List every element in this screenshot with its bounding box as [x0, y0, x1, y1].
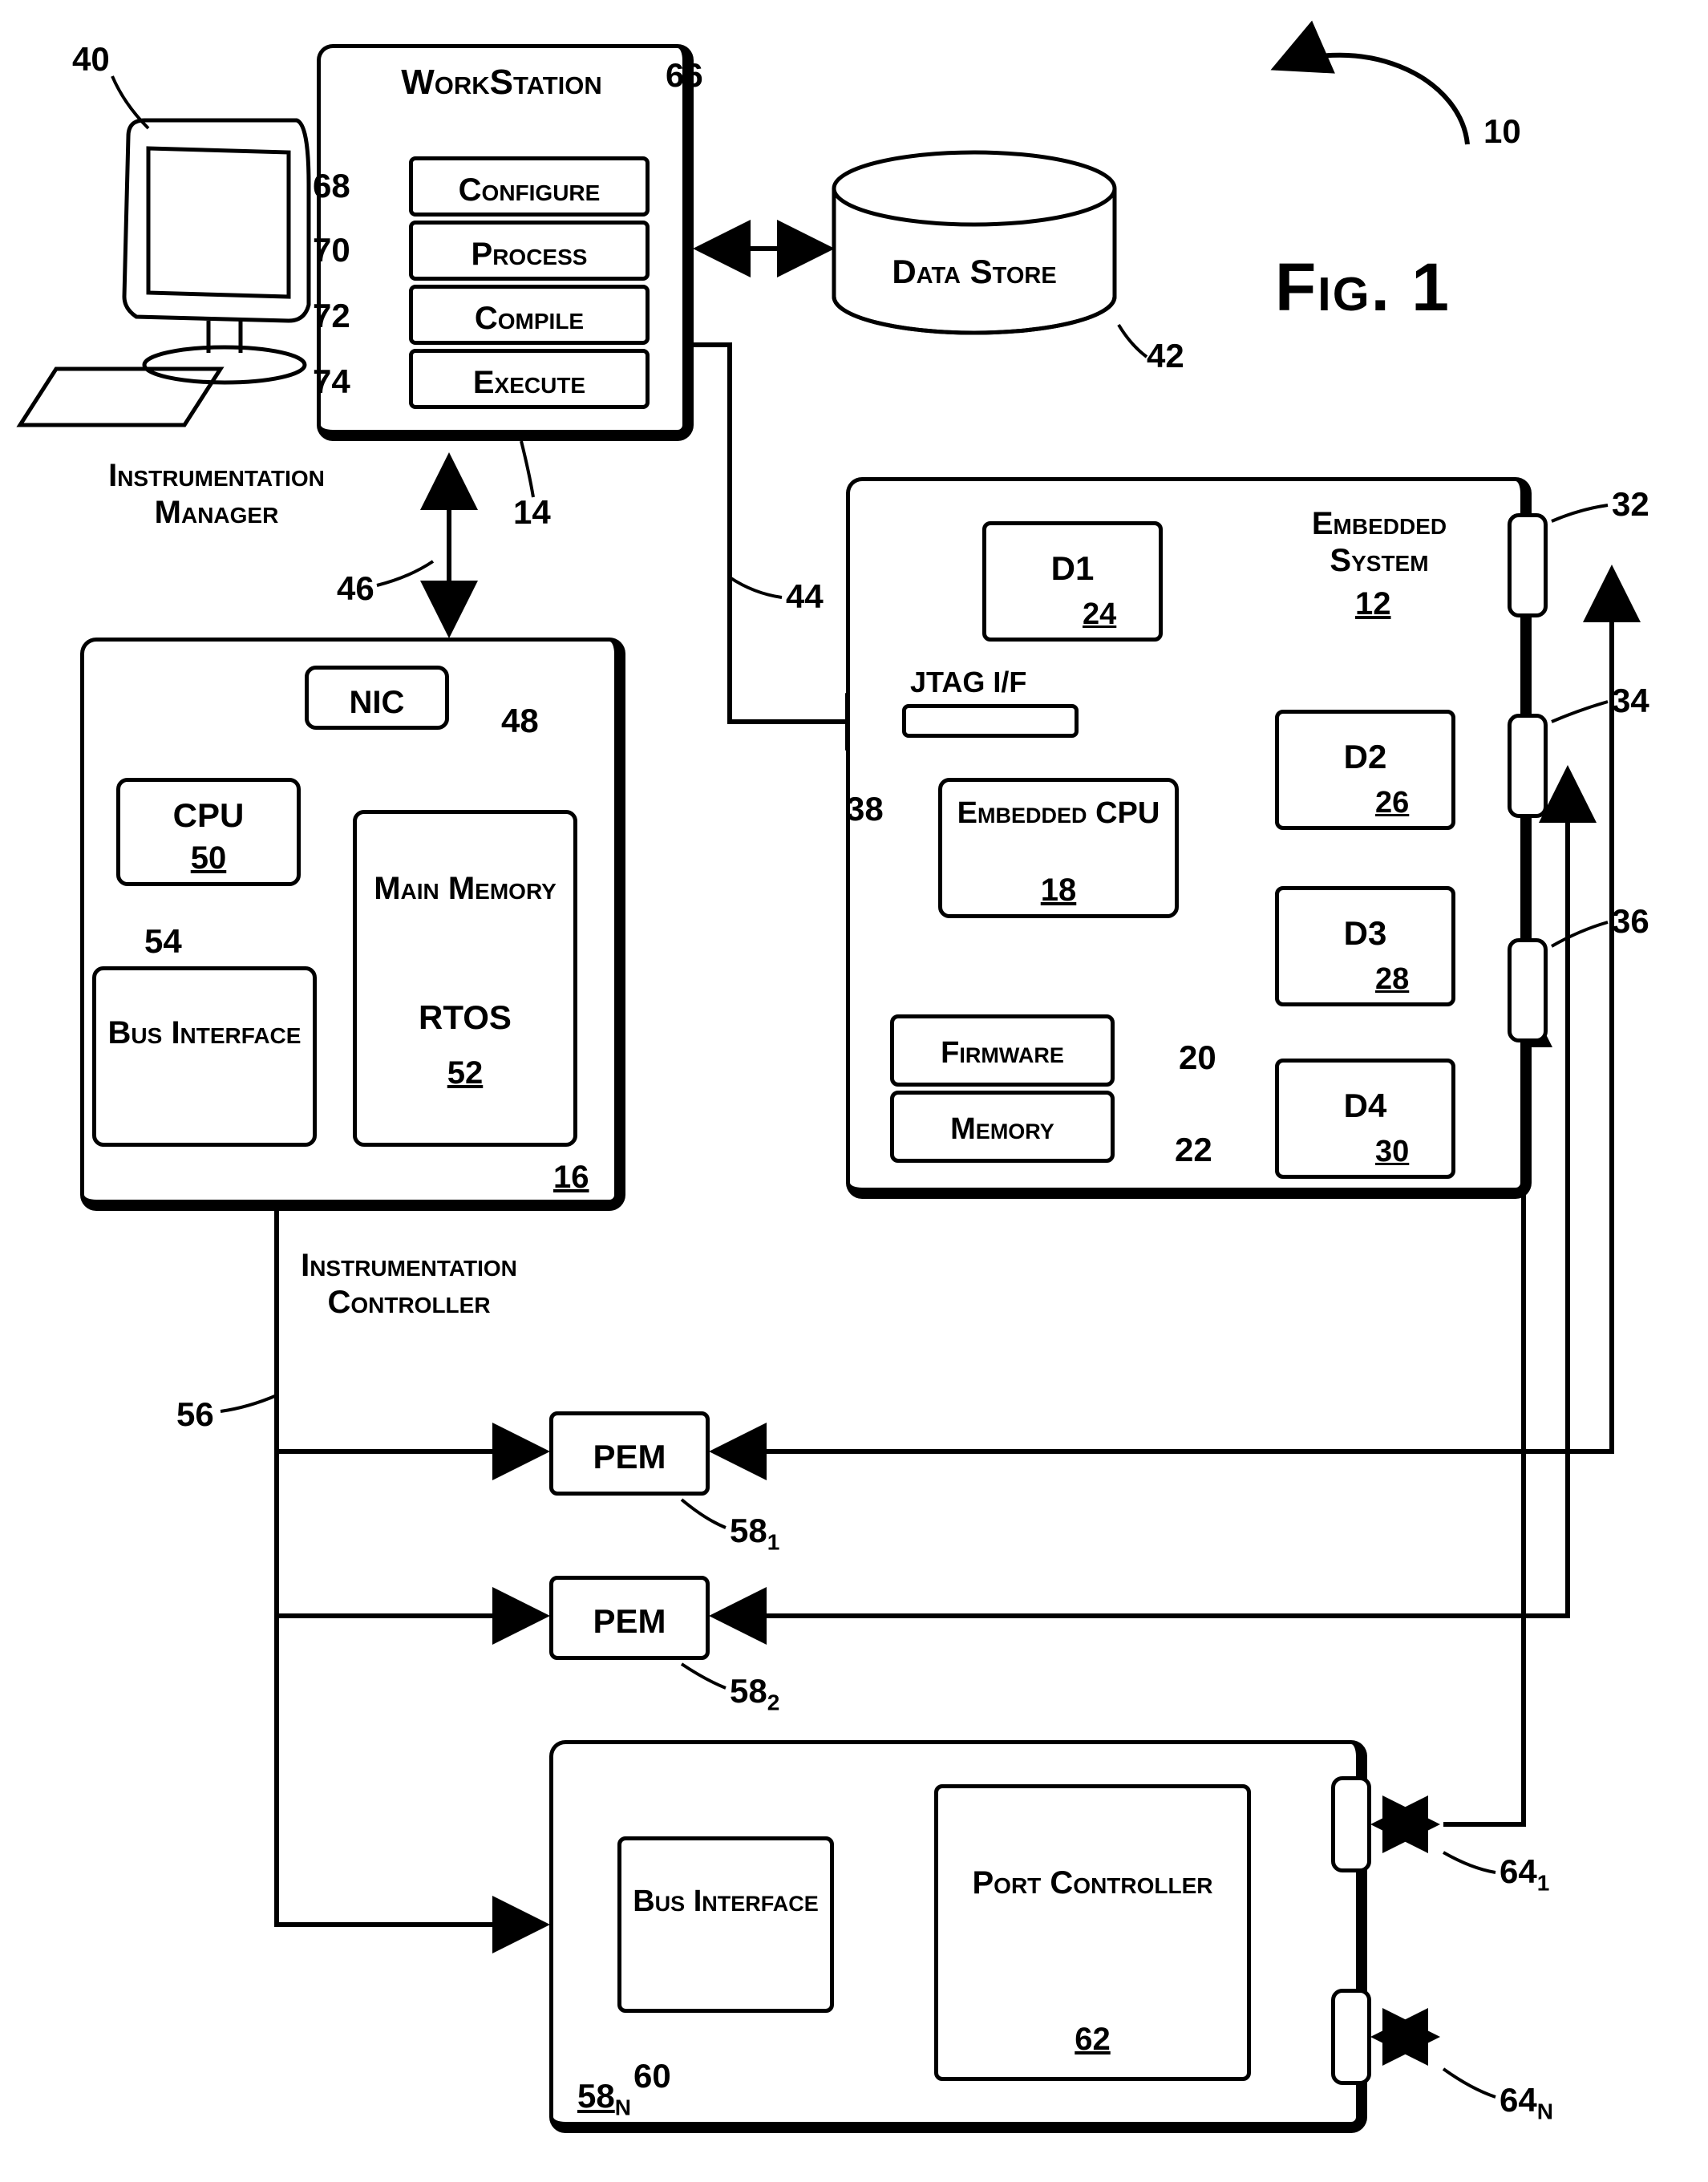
ref-50: 50: [120, 840, 297, 876]
ref-68: 68: [313, 167, 350, 205]
bus-if-label: Bus Interface: [96, 1014, 313, 1051]
ref-24: 24: [1083, 597, 1116, 633]
pem1-label: PEM: [553, 1438, 706, 1476]
embedded-cpu-label: Embedded CPU: [942, 796, 1175, 832]
ref-58-n: 58N: [577, 2077, 631, 2120]
ref-54: 54: [144, 922, 182, 961]
ref-46: 46: [337, 569, 374, 608]
main-memory-box: Main Memory RTOS 52: [353, 810, 577, 1147]
ref-58-1: 581: [730, 1512, 779, 1555]
ws-item-compile: Compile: [409, 285, 650, 345]
ref-64-1: 641: [1500, 1852, 1549, 1896]
pem2-label: PEM: [553, 1602, 706, 1641]
d1-label: D1: [986, 549, 1159, 588]
jtag-port: [902, 704, 1079, 738]
memory-label: Memory: [894, 1112, 1111, 1148]
d3-label: D3: [1279, 914, 1451, 953]
computer-icon: [20, 120, 309, 425]
ref-14: 14: [513, 493, 551, 532]
embedded-title: Embedded System: [1275, 505, 1483, 579]
ref-12: 12: [1355, 585, 1391, 622]
bus-if-box: Bus Interface: [92, 966, 317, 1147]
ref-22: 22: [1175, 1131, 1212, 1169]
firmware-box: Firmware: [890, 1014, 1115, 1087]
workstation-title: WorkStation: [321, 63, 682, 103]
ref-20: 20: [1179, 1038, 1216, 1077]
pm-bus-box: Bus Interface: [617, 1836, 834, 2013]
ref-34: 34: [1612, 682, 1649, 720]
d4-box: D4 30: [1275, 1059, 1455, 1179]
diagram-canvas: Fig. 1 10 WorkStation Configure Process …: [0, 0, 1708, 2182]
nic-label: NIC: [309, 684, 445, 721]
ref-26: 26: [1375, 786, 1409, 821]
pm-port-1: [1331, 1776, 1371, 1872]
ref-52: 52: [357, 1055, 573, 1091]
ref-28: 28: [1375, 962, 1409, 998]
figure-label: Fig. 1: [1275, 249, 1451, 326]
pm-pc-box: Port Controller 62: [934, 1784, 1251, 2081]
ref-72: 72: [313, 297, 350, 335]
instrumentation-controller-label: Instrumentation Controller: [233, 1247, 585, 1321]
ref-42: 42: [1147, 337, 1184, 375]
ws-item-execute: Execute: [409, 349, 650, 409]
d4-label: D4: [1279, 1087, 1451, 1125]
datastore-icon: [834, 152, 1115, 333]
ref-38: 38: [846, 790, 884, 828]
ref-56: 56: [176, 1395, 214, 1434]
ref-64-n: 64N: [1500, 2081, 1553, 2124]
ws-item-process: Process: [409, 221, 650, 281]
ref-58-2: 582: [730, 1672, 779, 1715]
d1-box: D1 24: [982, 521, 1163, 642]
ref-60: 60: [633, 2057, 671, 2095]
instrumentation-manager-label: Instrumentation Manager: [64, 457, 369, 531]
cpu-box: CPU 50: [116, 778, 301, 886]
ref-44: 44: [786, 577, 824, 616]
ref-74: 74: [313, 362, 350, 401]
ref-32: 32: [1612, 485, 1649, 524]
ref-18: 18: [942, 872, 1175, 909]
ref-48: 48: [501, 702, 539, 740]
port-34: [1508, 714, 1548, 818]
ref-10: 10: [1483, 112, 1521, 151]
rtos-label: RTOS: [357, 998, 573, 1037]
jtag-label: JTAG I/F: [910, 666, 1026, 698]
ref-70: 70: [313, 231, 350, 269]
nic-box: NIC: [305, 666, 449, 730]
mem-label: Main Memory: [357, 870, 573, 907]
ws-item-execute-label: Execute: [413, 364, 646, 401]
d2-box: D2 26: [1275, 710, 1455, 830]
ref-66: 66: [666, 56, 703, 95]
d3-box: D3 28: [1275, 886, 1455, 1006]
ref-30: 30: [1375, 1135, 1409, 1170]
ws-item-configure: Configure: [409, 156, 650, 217]
ref-40: 40: [72, 40, 110, 79]
pem2-box: PEM: [549, 1576, 710, 1660]
embedded-cpu-box: Embedded CPU 18: [938, 778, 1179, 918]
cpu-label: CPU: [120, 796, 297, 835]
port-36: [1508, 938, 1548, 1042]
d2-label: D2: [1279, 738, 1451, 776]
pm-pc-label: Port Controller: [938, 1864, 1247, 1901]
pem1-box: PEM: [549, 1411, 710, 1496]
ref-16: 16: [553, 1159, 589, 1196]
ws-item-process-label: Process: [413, 236, 646, 273]
memory-box: Memory: [890, 1091, 1115, 1163]
ws-item-compile-label: Compile: [413, 300, 646, 337]
ref-62: 62: [938, 2021, 1247, 2058]
ws-item-configure-label: Configure: [413, 172, 646, 208]
pm-port-n: [1331, 1989, 1371, 2085]
port-32: [1508, 513, 1548, 617]
ref-36: 36: [1612, 902, 1649, 941]
datastore-label: Data Store: [858, 253, 1091, 291]
pm-bus-label: Bus Interface: [621, 1884, 830, 1920]
firmware-label: Firmware: [894, 1036, 1111, 1071]
